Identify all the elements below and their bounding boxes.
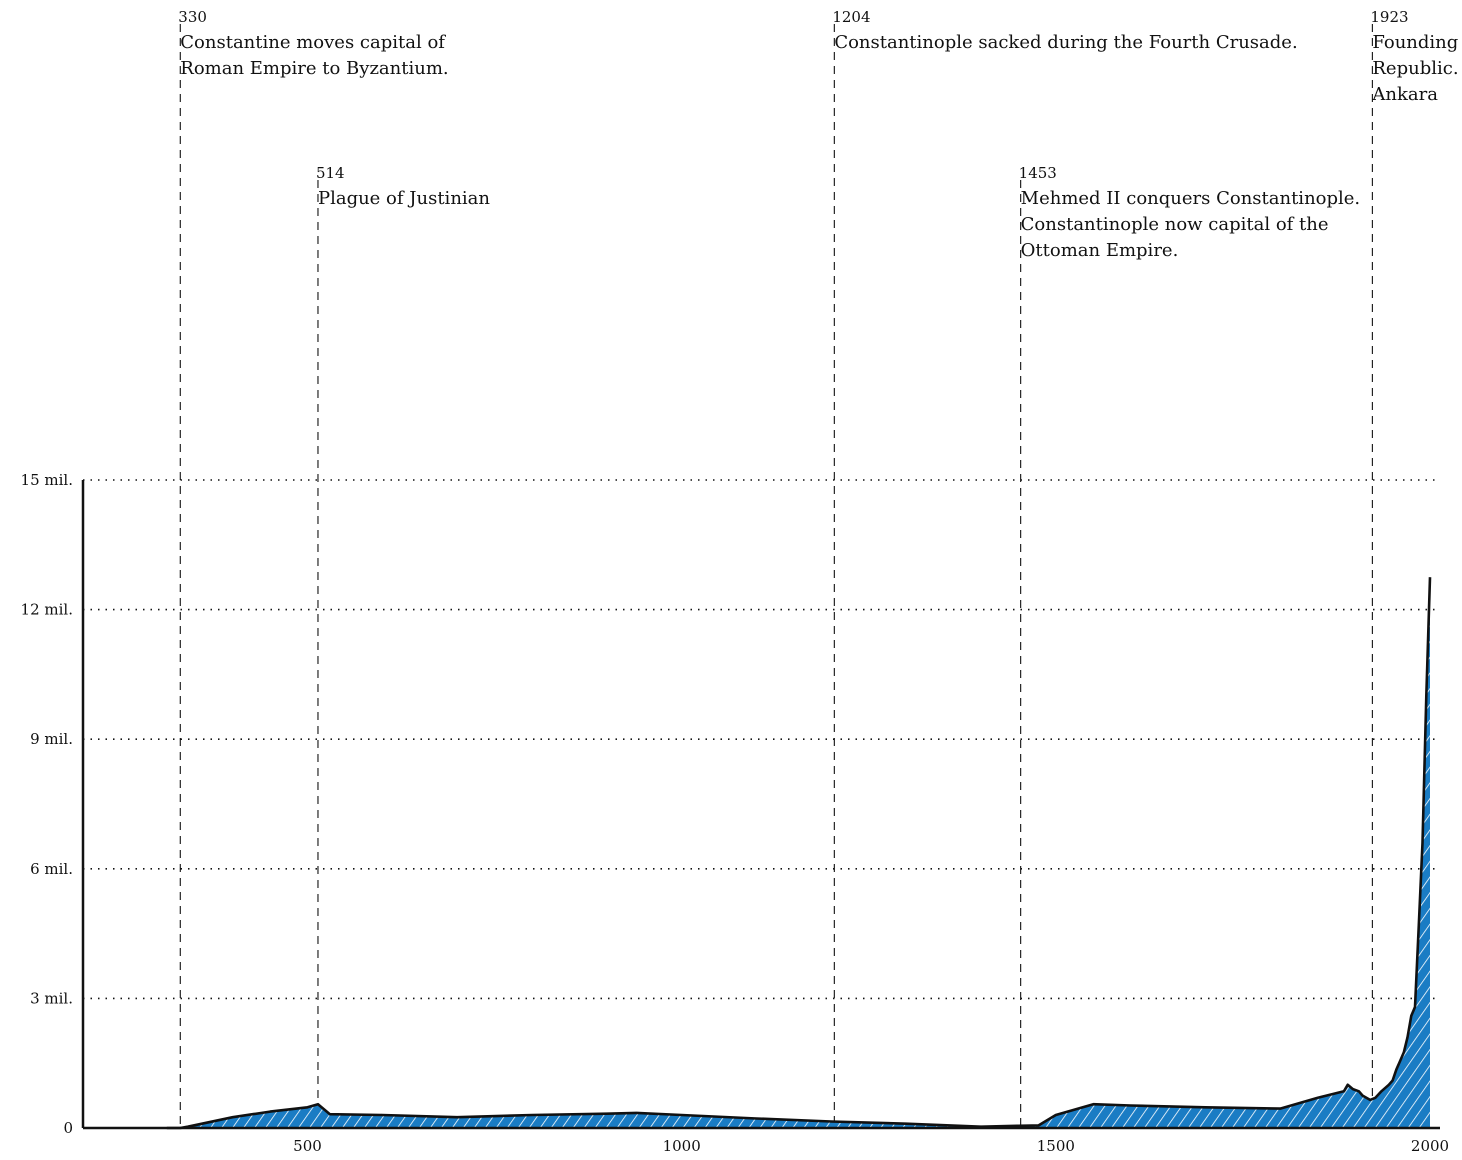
axes — [81, 480, 1440, 1130]
event-year: 330 — [178, 8, 207, 26]
event-year: 1923 — [1370, 8, 1408, 26]
y-tick-label: 3 mil. — [30, 989, 73, 1007]
population-area — [166, 577, 1430, 1128]
population-line — [166, 577, 1432, 1130]
gridlines — [83, 479, 1440, 1000]
event-description: Republic. Capital moves to — [1372, 58, 1462, 79]
x-tick-label: 1500 — [1037, 1137, 1075, 1155]
event-description: Founding of the Turkish — [1372, 32, 1462, 53]
event-year: 1453 — [1019, 164, 1057, 182]
x-tick-label: 2000 — [1411, 1137, 1449, 1155]
event-year: 1204 — [832, 8, 870, 26]
x-tick-label: 1000 — [663, 1137, 701, 1155]
event-description: Mehmed II conquers Constantinople. — [1021, 188, 1360, 209]
y-tick-label: 6 mil. — [30, 860, 73, 878]
event-description: Ankara — [1371, 84, 1438, 105]
event-description: Constantinople now capital of the — [1021, 214, 1329, 235]
event-description: Constantinople sacked during the Fourth … — [834, 32, 1297, 53]
y-tick-label: 0 — [63, 1119, 73, 1137]
event-description: Roman Empire to Byzantium. — [180, 58, 448, 79]
event-description: Plague of Justinian — [318, 188, 490, 209]
y-tick-label: 15 mil. — [21, 471, 73, 489]
event-markers — [179, 24, 1373, 1128]
y-tick-labels: 0 3 mil. 6 mil. 9 mil. 12 mil. 15 mil. — [21, 471, 73, 1137]
y-tick-label: 12 mil. — [21, 601, 73, 619]
event-labels: 330 Constantine moves capital of Roman Emp… — [178, 8, 1462, 261]
event-description: Ottoman Empire. — [1021, 240, 1179, 261]
event-description: Constantine moves capital of — [180, 32, 446, 53]
y-tick-label: 9 mil. — [30, 730, 73, 748]
series-layer — [166, 577, 1432, 1130]
x-tick-labels: 500 1000 1500 2000 — [293, 1137, 1449, 1155]
x-tick-label: 500 — [293, 1137, 322, 1155]
event-year: 514 — [316, 164, 345, 182]
